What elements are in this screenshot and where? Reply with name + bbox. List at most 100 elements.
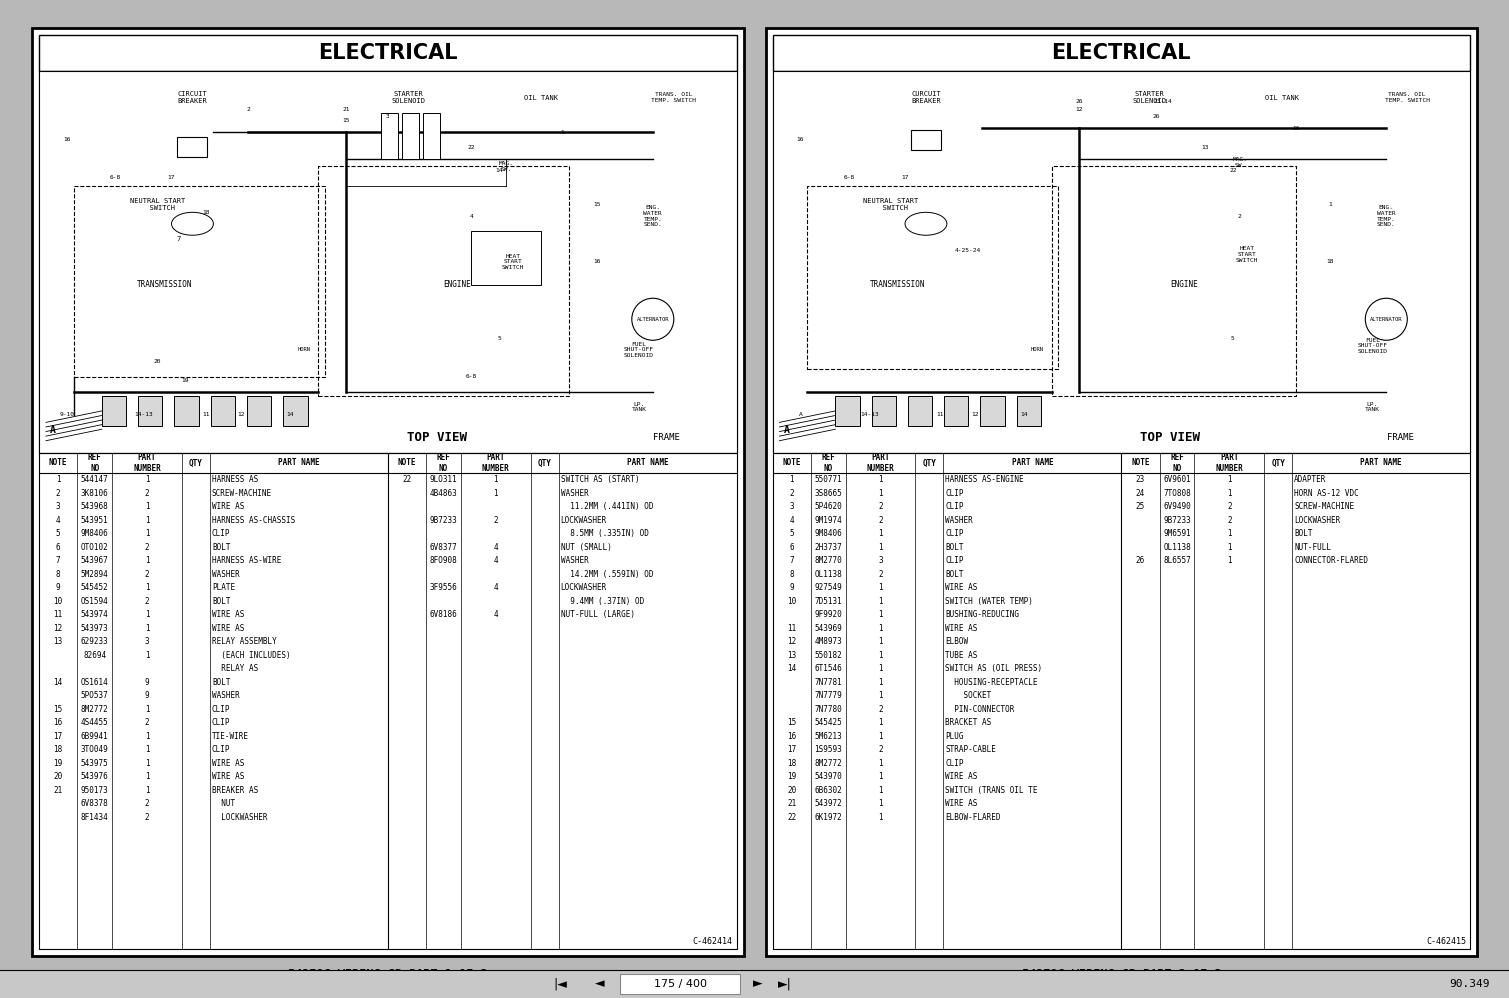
Text: QTY: QTY (537, 458, 552, 467)
Text: 2: 2 (145, 570, 149, 579)
Text: 19: 19 (788, 772, 797, 781)
Text: 1: 1 (145, 502, 149, 511)
Text: 1: 1 (145, 556, 149, 565)
Text: MAG.
SW.: MAG. SW. (499, 161, 515, 172)
Text: 1: 1 (560, 130, 564, 135)
Text: WIRE AS: WIRE AS (211, 502, 244, 511)
Text: 11.2MM (.441IN) OD: 11.2MM (.441IN) OD (561, 502, 653, 511)
Text: 1: 1 (878, 785, 883, 794)
Text: 1: 1 (1227, 556, 1231, 565)
Text: A: A (798, 412, 803, 417)
Bar (178, 138, 207, 158)
Text: 8M2772: 8M2772 (81, 705, 109, 714)
Bar (101, 395, 127, 426)
Text: OS1614: OS1614 (81, 678, 109, 687)
Text: 4M8973: 4M8973 (815, 637, 842, 646)
Text: 5PO537: 5PO537 (81, 692, 109, 701)
Text: WIRE AS: WIRE AS (211, 772, 244, 781)
Text: 9B7233: 9B7233 (1163, 516, 1191, 525)
Text: 17: 17 (901, 176, 908, 181)
Text: 13: 13 (1201, 145, 1209, 150)
Text: 20: 20 (788, 785, 797, 794)
Text: CLIP: CLIP (211, 529, 231, 538)
Text: 7N7780: 7N7780 (815, 705, 842, 714)
Text: 542796 WIRING GP-PART 1 OF 3
S/N 31A1187-Up: 542796 WIRING GP-PART 1 OF 3 S/N 31A1187… (288, 968, 487, 996)
Text: 2: 2 (56, 489, 60, 498)
Text: 543951: 543951 (81, 516, 109, 525)
Text: 8.5MM (.335IN) OD: 8.5MM (.335IN) OD (561, 529, 649, 538)
Text: 15: 15 (53, 705, 63, 714)
Text: 11: 11 (788, 624, 797, 633)
Text: 1: 1 (878, 610, 883, 619)
Text: 1: 1 (145, 772, 149, 781)
Text: 2: 2 (878, 516, 883, 525)
Text: ENGINE: ENGINE (1169, 280, 1198, 289)
Text: SEBN2587: SEBN2587 (518, 991, 572, 998)
Text: 9B7233: 9B7233 (430, 516, 457, 525)
Text: 16: 16 (53, 719, 63, 728)
Bar (423, 113, 441, 159)
Bar (945, 395, 969, 426)
Text: 1: 1 (145, 746, 149, 754)
Text: 3K8106: 3K8106 (81, 489, 109, 498)
Text: 16: 16 (1292, 126, 1299, 131)
Text: 1: 1 (1227, 529, 1231, 538)
Text: HORN: HORN (297, 347, 311, 352)
Text: CLIP: CLIP (945, 758, 964, 767)
Text: 2: 2 (1227, 516, 1231, 525)
Text: 4-25-24: 4-25-24 (955, 249, 981, 253)
Text: 1: 1 (493, 475, 498, 484)
Text: WIRE AS: WIRE AS (945, 624, 978, 633)
Text: LOCKWASHER: LOCKWASHER (561, 516, 607, 525)
Text: 7N7779: 7N7779 (815, 692, 842, 701)
Text: MAG.
SW.: MAG. SW. (1233, 158, 1248, 168)
Text: ►|: ►| (779, 977, 792, 990)
Text: HEAT
START
SWITCH: HEAT START SWITCH (502, 253, 525, 270)
Text: BRACKET AS: BRACKET AS (945, 719, 991, 728)
Bar (765, 28, 1477, 956)
Text: ADAPTER: ADAPTER (1295, 475, 1326, 484)
Text: 543973: 543973 (81, 624, 109, 633)
Text: A: A (783, 425, 789, 435)
Text: 14.2MM (.559IN) OD: 14.2MM (.559IN) OD (561, 570, 653, 579)
Text: SWITCH AS (OIL PRESS): SWITCH AS (OIL PRESS) (945, 665, 1043, 674)
Text: CLIP: CLIP (945, 556, 964, 565)
Text: 10: 10 (53, 597, 63, 606)
Text: 17: 17 (167, 176, 175, 181)
Text: 90.349: 90.349 (1450, 979, 1489, 989)
Text: 6-8: 6-8 (466, 374, 477, 379)
Text: 21: 21 (53, 785, 63, 794)
Text: NUT (SMALL): NUT (SMALL) (561, 543, 611, 552)
Text: 1: 1 (878, 543, 883, 552)
Text: 1: 1 (878, 799, 883, 808)
Text: 5M6213: 5M6213 (815, 732, 842, 741)
Text: 5: 5 (498, 336, 501, 341)
Text: A: A (50, 425, 56, 435)
Text: 7D5131: 7D5131 (815, 597, 842, 606)
Text: 12: 12 (1076, 107, 1083, 112)
Text: STRAP-CABLE: STRAP-CABLE (945, 746, 996, 754)
Text: WIRE AS: WIRE AS (211, 624, 244, 633)
Text: 7N7781: 7N7781 (815, 678, 842, 687)
Text: 1: 1 (878, 475, 883, 484)
Text: WASHER: WASHER (561, 556, 589, 565)
Text: BREAKER AS: BREAKER AS (211, 785, 258, 794)
Text: 5P4620: 5P4620 (815, 502, 842, 511)
Bar (872, 395, 896, 426)
Text: 1: 1 (878, 758, 883, 767)
Text: STARTER
SOLENOID: STARTER SOLENOID (392, 91, 426, 104)
Text: STARTER
SOLENOID: STARTER SOLENOID (1132, 91, 1166, 104)
Text: 5: 5 (56, 529, 60, 538)
Text: 18: 18 (1326, 259, 1334, 264)
Text: PART
NUMBER: PART NUMBER (481, 453, 510, 473)
Text: RELAY AS: RELAY AS (211, 665, 258, 674)
Text: 5.12R: 5.12R (38, 989, 74, 998)
Text: 2: 2 (145, 799, 149, 808)
Text: BOLT: BOLT (945, 570, 964, 579)
Text: 2: 2 (1237, 214, 1242, 219)
Text: 6V8378: 6V8378 (81, 799, 109, 808)
Text: 16: 16 (797, 138, 804, 143)
Bar (807, 186, 1058, 369)
Text: TRANSMISSION: TRANSMISSION (871, 280, 927, 289)
Text: 544147: 544147 (81, 475, 109, 484)
